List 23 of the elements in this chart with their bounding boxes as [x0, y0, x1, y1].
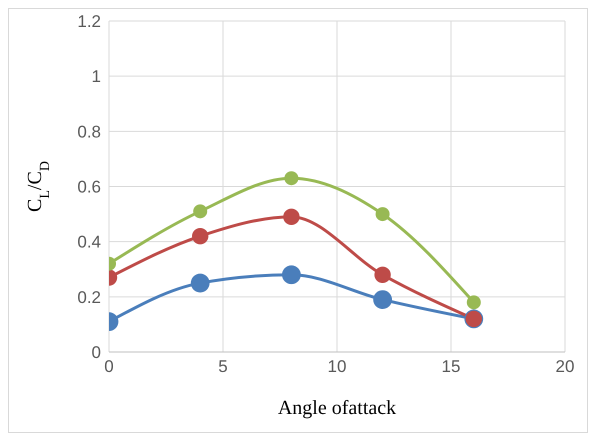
x-tick-label: 5 — [218, 357, 228, 376]
point — [374, 266, 391, 283]
y-tick-label: 1 — [92, 67, 101, 86]
y-tick-label: 0.8 — [77, 122, 101, 142]
point — [193, 204, 208, 218]
x-axis-title: Angle ofattack — [278, 397, 396, 419]
y-tick-label: 0.2 — [77, 288, 101, 307]
point — [190, 274, 210, 292]
point — [283, 208, 300, 226]
x-tick-label: 0 — [104, 357, 114, 376]
y-tick-label: 0 — [92, 343, 101, 362]
y-tick-label: 0.6 — [77, 178, 101, 197]
point — [284, 171, 298, 186]
point — [282, 265, 301, 284]
x-tick-label: 15 — [442, 357, 460, 376]
x-tick-label: 20 — [556, 357, 574, 376]
point — [376, 207, 390, 222]
y-tick-label: 1.2 — [77, 12, 101, 32]
point — [192, 228, 208, 244]
point — [466, 295, 481, 310]
point — [373, 290, 392, 309]
y-tick-label: 0.4 — [77, 232, 101, 252]
x-tick-label: 10 — [328, 357, 346, 376]
